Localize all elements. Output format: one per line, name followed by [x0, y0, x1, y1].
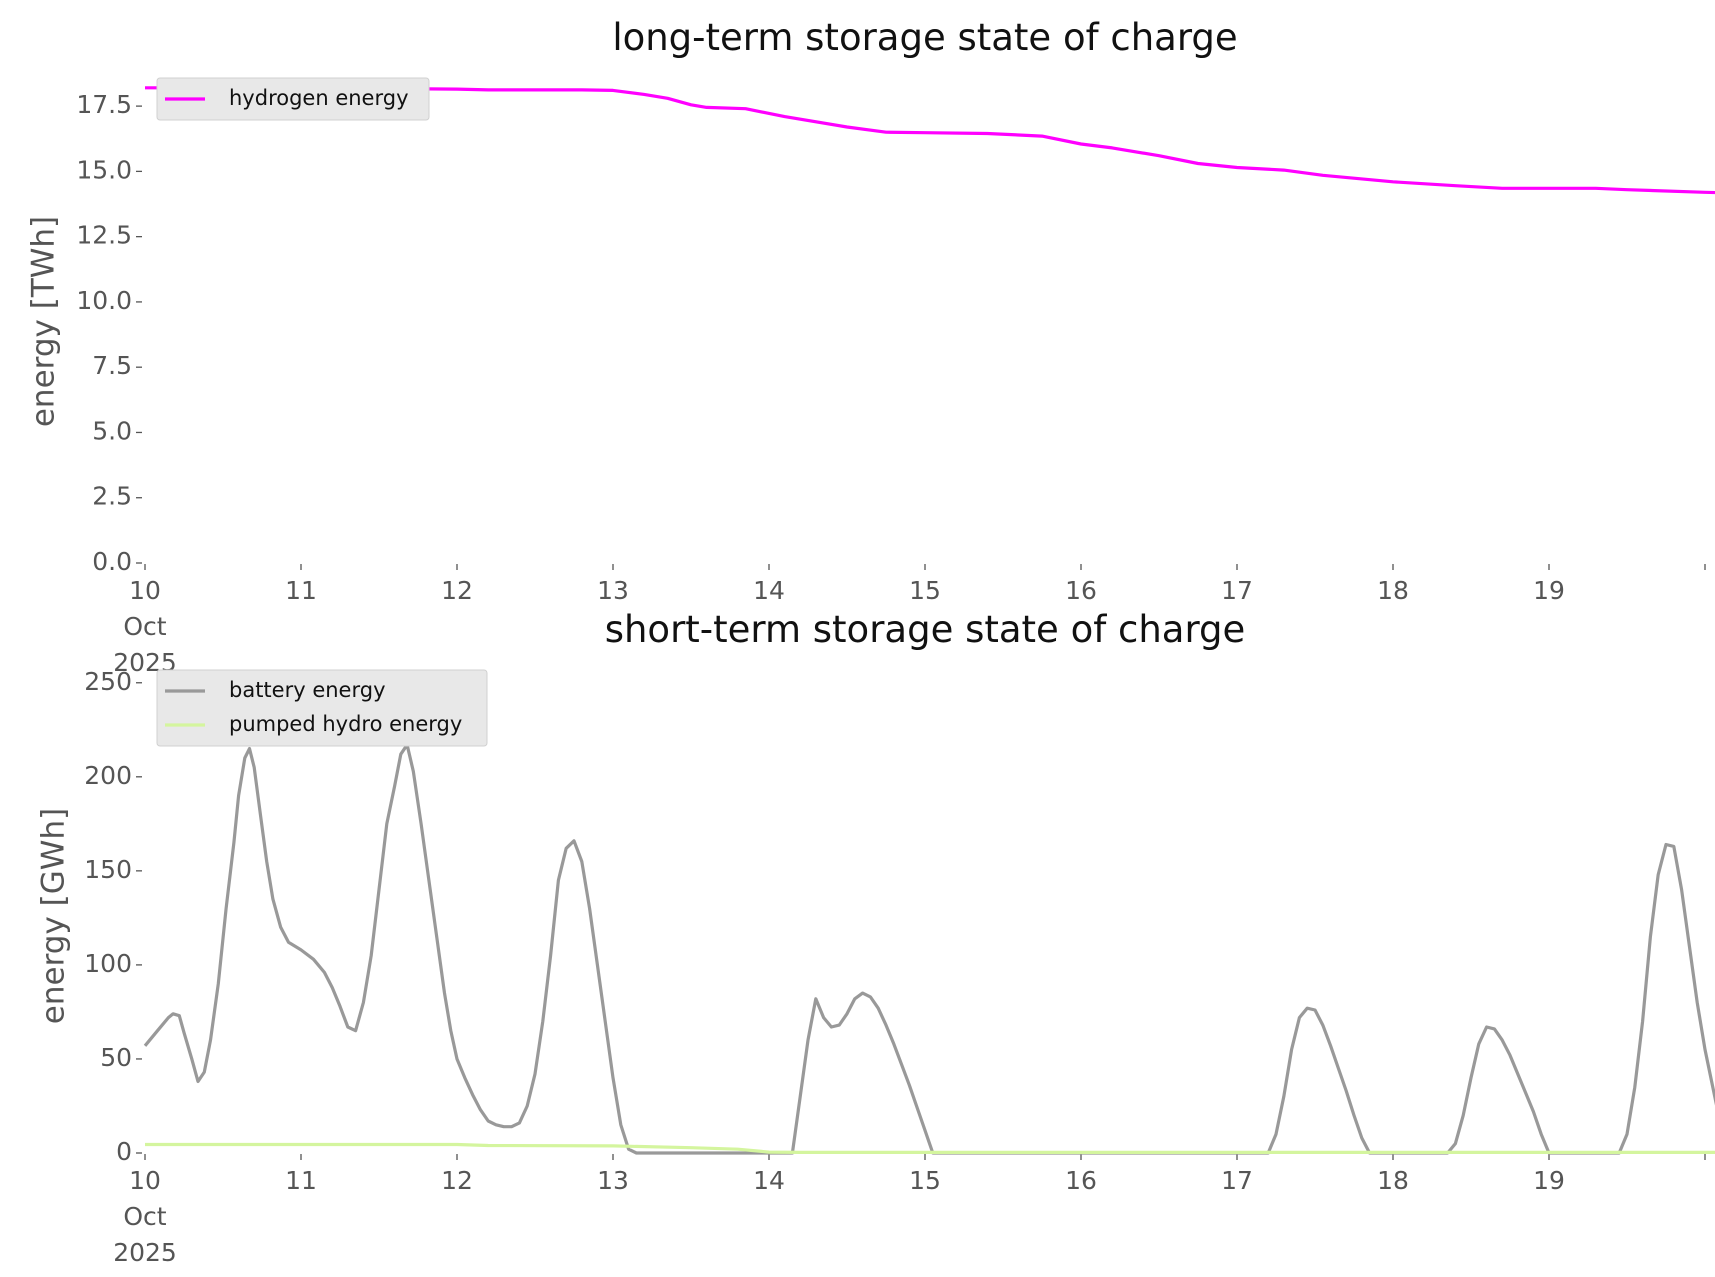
legend-box: [156, 77, 430, 121]
chart-title: short-term storage state of charge: [605, 608, 1246, 651]
x-tick-label: 15: [909, 1166, 941, 1195]
y-tick-label: 200: [84, 761, 132, 790]
y-tick-label: 0.0: [92, 547, 132, 576]
x-tick-label: 12: [441, 576, 473, 605]
legend-entry: hydrogen energy: [229, 86, 409, 110]
x-tick-sublabel: Oct: [123, 612, 166, 641]
x-tick-label: 14: [753, 576, 785, 605]
y-tick-label: 17.5: [76, 90, 132, 119]
y-tick-label: 7.5: [92, 351, 132, 380]
y-tick-label: 250: [84, 667, 132, 696]
y-axis-ticks: 0 50 100 150 200 250: [84, 667, 142, 1166]
x-tick-label: 12: [441, 1166, 473, 1195]
series-line-pumped-hydro-energy: [145, 1142, 1715, 1155]
y-tick-label: 12.5: [76, 221, 132, 250]
legend: battery energy pumped hydro energy: [156, 669, 488, 747]
long-term-storage-chart: long-term storage state of charge energy…: [26, 16, 1715, 677]
y-tick-label: 0: [116, 1137, 132, 1166]
y-tick-label: 15.0: [76, 155, 132, 184]
x-tick-label: 16: [1065, 576, 1097, 605]
x-tick-label: 10: [129, 576, 161, 605]
series-lines: [145, 86, 1715, 195]
x-tick-label: 18: [1377, 1166, 1409, 1195]
y-axis-ticks: 0.0 2.5 5.0 7.5 10.0 12.5 15.0 17.5: [76, 90, 142, 576]
y-tick-label: 10.0: [76, 286, 132, 315]
x-tick-label: 17: [1221, 1166, 1253, 1195]
x-tick-label: 10: [129, 1166, 161, 1195]
x-tick-label: 13: [597, 1166, 629, 1195]
y-tick-label: 5.0: [92, 416, 132, 445]
y-tick-label: 100: [84, 949, 132, 978]
x-tick-label: 17: [1221, 576, 1253, 605]
x-tick-sublabel: 2025: [113, 1238, 177, 1267]
x-tick-label: 14: [753, 1166, 785, 1195]
chart-title: long-term storage state of charge: [612, 16, 1237, 59]
short-term-storage-chart: short-term storage state of charge energ…: [36, 608, 1715, 1267]
y-tick-label: 50: [100, 1043, 132, 1072]
x-axis-ticks: 10 11 12 13 14 15 16 17 18 19 Oct 2025: [113, 1154, 1706, 1267]
x-tick-label: 11: [285, 1166, 317, 1195]
x-tick-label: 16: [1065, 1166, 1097, 1195]
x-tick-label: 19: [1533, 576, 1565, 605]
series-line-battery-energy: [143, 743, 1715, 1155]
legend-entry: pumped hydro energy: [229, 712, 462, 736]
x-tick-label: 11: [285, 576, 317, 605]
y-axis-label: energy [GWh]: [36, 808, 72, 1024]
x-tick-label: 13: [597, 576, 629, 605]
y-axis-label: energy [TWh]: [26, 216, 62, 427]
y-tick-label: 150: [84, 855, 132, 884]
y-tick-label: 2.5: [92, 482, 132, 511]
legend-entry: battery energy: [229, 678, 386, 702]
x-tick-label: 19: [1533, 1166, 1565, 1195]
x-tick-label: 18: [1377, 576, 1409, 605]
legend-box: [156, 669, 488, 747]
legend: hydrogen energy: [156, 77, 430, 121]
series-lines: [143, 743, 1715, 1155]
x-tick-sublabel: Oct: [123, 1202, 166, 1231]
series-line-hydrogen-energy: [145, 86, 1715, 195]
x-tick-label: 15: [909, 576, 941, 605]
